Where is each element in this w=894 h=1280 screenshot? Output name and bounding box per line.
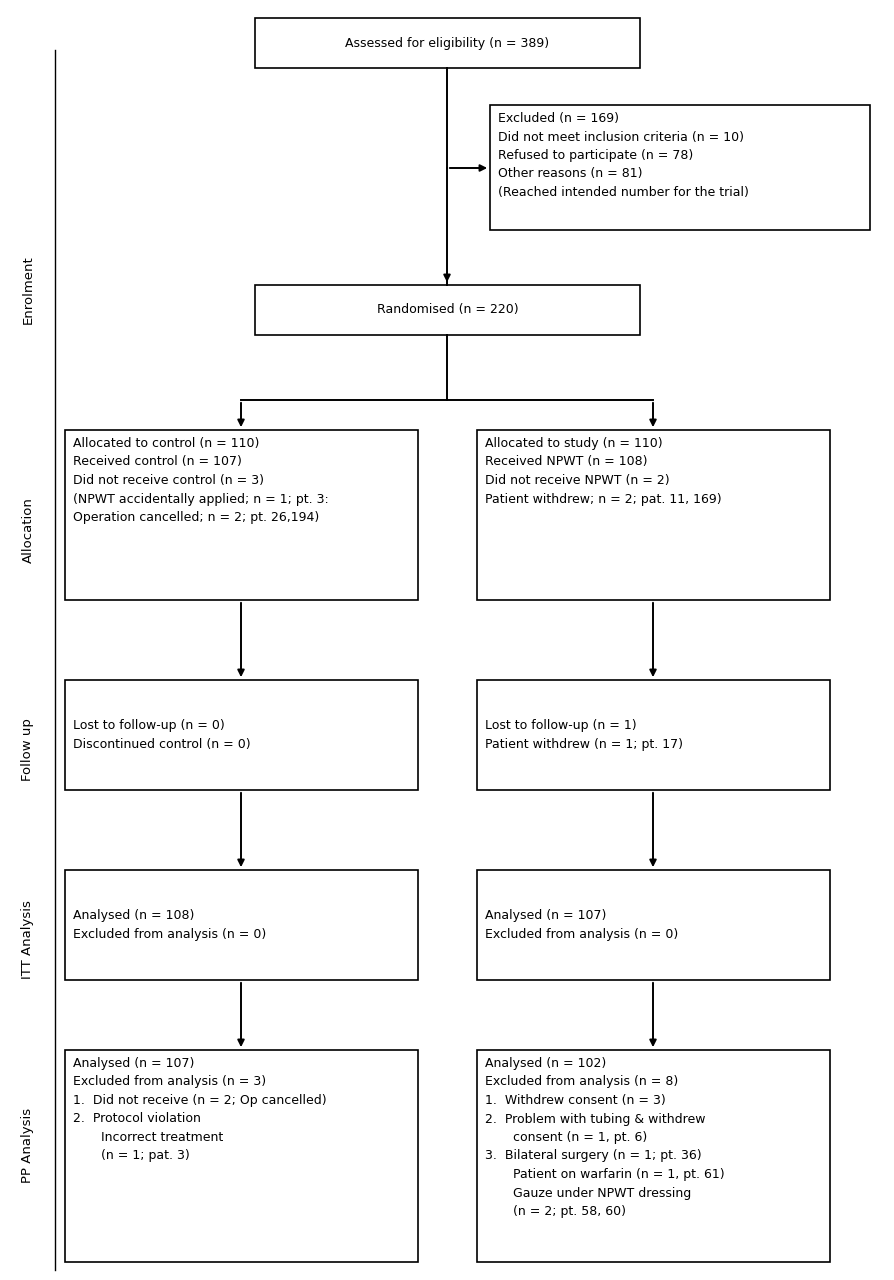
Text: PP Analysis: PP Analysis	[21, 1107, 35, 1183]
Text: Analysed (n = 108)
Excluded from analysis (n = 0): Analysed (n = 108) Excluded from analysi…	[73, 909, 266, 941]
Text: Analysed (n = 107)
Excluded from analysis (n = 0): Analysed (n = 107) Excluded from analysi…	[485, 909, 678, 941]
Text: Lost to follow-up (n = 0)
Discontinued control (n = 0): Lost to follow-up (n = 0) Discontinued c…	[73, 719, 250, 751]
Bar	[255, 285, 639, 335]
Text: ITT Analysis: ITT Analysis	[21, 901, 35, 979]
Text: Enrolment: Enrolment	[21, 256, 35, 324]
Bar	[65, 680, 417, 790]
Text: Allocated to control (n = 110)
Received control (n = 107)
Did not receive contro: Allocated to control (n = 110) Received …	[73, 436, 328, 524]
Text: Randomised (n = 220): Randomised (n = 220)	[376, 303, 518, 316]
Text: Assessed for eligibility (n = 389): Assessed for eligibility (n = 389)	[345, 37, 549, 50]
Text: Analysed (n = 107)
Excluded from analysis (n = 3)
1.  Did not receive (n = 2; Op: Analysed (n = 107) Excluded from analysi…	[73, 1057, 326, 1162]
Bar	[65, 870, 417, 980]
Bar	[255, 18, 639, 68]
Bar	[65, 430, 417, 600]
Text: Allocation: Allocation	[21, 497, 35, 563]
Bar	[65, 1050, 417, 1262]
Text: Allocated to study (n = 110)
Received NPWT (n = 108)
Did not receive NPWT (n = 2: Allocated to study (n = 110) Received NP…	[485, 436, 721, 506]
Text: Excluded (n = 169)
Did not meet inclusion criteria (n = 10)
Refused to participa: Excluded (n = 169) Did not meet inclusio…	[497, 111, 748, 198]
Bar	[477, 430, 829, 600]
Bar	[477, 870, 829, 980]
Text: Follow up: Follow up	[21, 718, 35, 781]
Bar	[477, 680, 829, 790]
Bar	[477, 1050, 829, 1262]
Text: Analysed (n = 102)
Excluded from analysis (n = 8)
1.  Withdrew consent (n = 3)
2: Analysed (n = 102) Excluded from analysi…	[485, 1057, 724, 1219]
Text: Lost to follow-up (n = 1)
Patient withdrew (n = 1; pt. 17): Lost to follow-up (n = 1) Patient withdr…	[485, 719, 682, 751]
Bar	[489, 105, 869, 230]
